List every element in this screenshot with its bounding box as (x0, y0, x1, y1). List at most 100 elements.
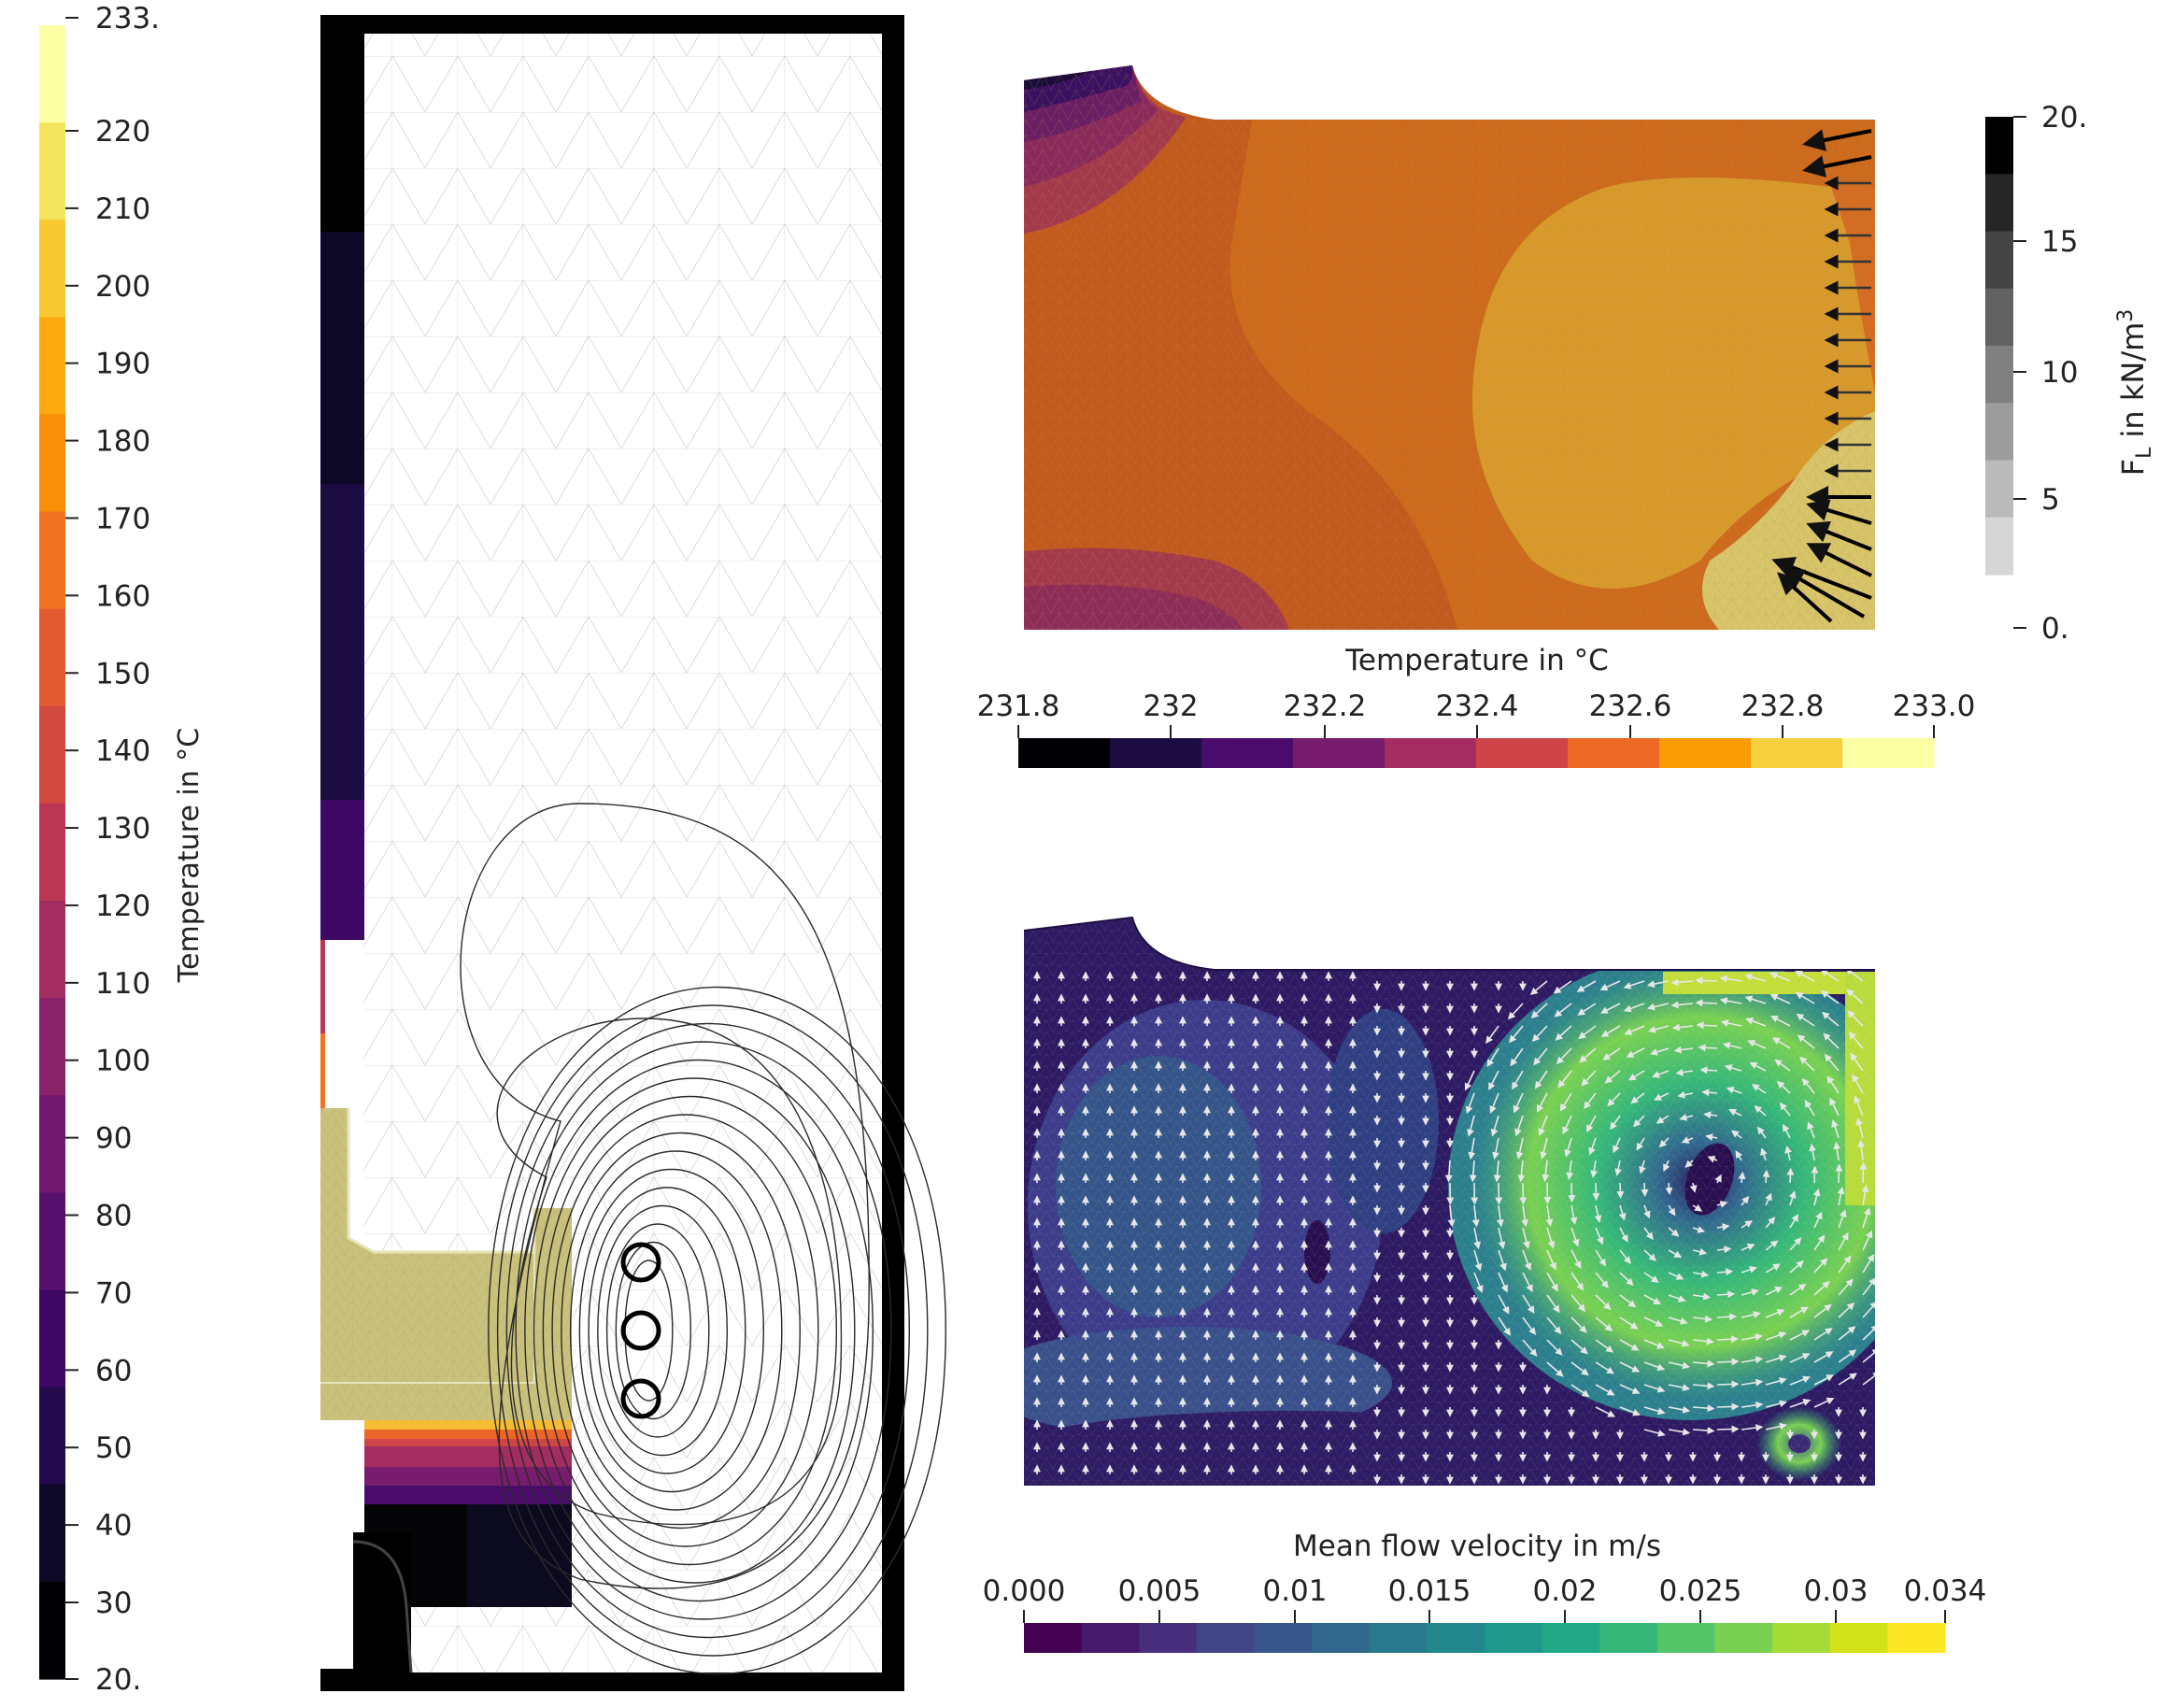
velocity-arrow (1735, 1150, 1743, 1161)
velocity-arrow (1741, 1356, 1764, 1364)
colorbar-tick-label: 0.015 (1388, 1574, 1471, 1608)
coil-winding (620, 1310, 661, 1351)
velocity-arrow (1720, 1019, 1742, 1027)
colorbar-tick-label: 220 (95, 115, 150, 149)
colorbar-tick-label: 232.6 (1589, 690, 1672, 723)
velocity-arrow (1797, 1034, 1815, 1049)
velocity-arrow (1744, 995, 1767, 1004)
coil-winding (620, 1378, 661, 1419)
colorbar-tick-label: 140 (95, 734, 150, 768)
velocity-mesh (1024, 918, 1875, 1486)
colorbar-block (1751, 738, 1843, 768)
colorbar-block (1018, 738, 1111, 768)
velocity-arrow (1522, 1249, 1532, 1272)
velocity-arrow (1546, 1317, 1562, 1334)
velocity-arrow (1765, 1287, 1783, 1296)
velocity-arrow (1824, 1053, 1840, 1072)
velocity-arrow (1570, 1317, 1587, 1333)
geometry-panel (320, 15, 947, 1691)
velocity-arrow (1838, 1209, 1847, 1229)
velocity-arrow (1862, 1277, 1875, 1296)
velocity-arrow (1673, 1046, 1694, 1054)
velocity-arrow (1807, 1121, 1815, 1139)
velocity-arrow (1623, 1003, 1645, 1013)
velocity-arrow (1741, 1266, 1757, 1274)
velocity-arrow (1756, 1126, 1767, 1139)
velocity-arrow (1578, 1025, 1597, 1040)
velocity-arrow (1646, 980, 1670, 989)
velocity-arrow (1619, 1384, 1641, 1394)
base-edge (352, 1540, 413, 1673)
velocity-arrow (1789, 1214, 1799, 1229)
velocity-arrow (1556, 1047, 1572, 1065)
velocity-arrow (1769, 972, 1791, 982)
field-line (578, 1168, 765, 1493)
force-colorbar-tick-label: 15 (2041, 225, 2078, 259)
colorbar-block (1568, 738, 1660, 768)
velocity-arrow (1741, 1333, 1763, 1341)
velocity-arrow (1724, 1064, 1742, 1072)
colorbar-tick-label: 233.0 (1893, 690, 1976, 723)
force-title-sub: L (2133, 447, 2156, 459)
colorbar-block (1385, 738, 1477, 768)
field-line (605, 1223, 710, 1438)
velocity-arrow (1670, 978, 1694, 987)
velocity-arrow (1719, 997, 1742, 1005)
field-line (496, 1018, 843, 1526)
field-line (460, 803, 870, 1589)
velocity-arrow (1489, 1092, 1499, 1114)
velocity-arrow (1510, 1047, 1524, 1067)
velocity-arrow (1559, 1092, 1572, 1112)
colorbar-block (1024, 1623, 1083, 1653)
velocity-arrow (1698, 1044, 1718, 1052)
velocity-arrow (1643, 1227, 1654, 1241)
melt-band (364, 1467, 572, 1486)
velocity-arrow (1689, 1182, 1698, 1193)
velocity-arrow (1821, 1011, 1840, 1027)
velocity-arrow (1765, 1217, 1776, 1229)
colorbar-block (1842, 738, 1935, 768)
velocity-arrow (1838, 1349, 1857, 1363)
velocity-arrow (1829, 1097, 1840, 1117)
colorbar-tick-label: 40 (95, 1509, 132, 1543)
velocity-arrow (1512, 1070, 1524, 1090)
velocity-arrow (1643, 1361, 1666, 1372)
velocity-arrow (1618, 1204, 1627, 1221)
wall-segment (320, 232, 364, 484)
coil-winding (620, 1242, 661, 1283)
velocity-arrow (1692, 1404, 1715, 1413)
colorbar-tick-label: 0.005 (1118, 1574, 1201, 1608)
velocity-arrow (1789, 1306, 1809, 1318)
velocity-arrow (1671, 1023, 1694, 1032)
velocity-arrow (1675, 1068, 1694, 1076)
field-line (615, 1242, 692, 1419)
velocity-arrow (1789, 1399, 1812, 1408)
velocity-arrow (1862, 1324, 1875, 1341)
velocity-arrow (1546, 1272, 1558, 1292)
velocity-arrow (1765, 1354, 1787, 1363)
velocity-arrow (1522, 1294, 1535, 1315)
velocity-arrow (1716, 1402, 1740, 1411)
velocity-arrow (1744, 973, 1767, 982)
velocity-arrow (1813, 1234, 1826, 1251)
colorbar-block (39, 1387, 65, 1486)
velocity-arrow (1728, 1109, 1742, 1117)
velocity-arrow (1703, 1111, 1718, 1119)
velocity-arrow (1699, 1066, 1718, 1075)
velocity-arrow (1738, 1171, 1746, 1184)
velocity-arrow (1745, 1018, 1767, 1027)
velocity-arrow (1670, 1001, 1694, 1009)
velocity-arrow (1623, 980, 1645, 989)
velocity-arrow (1776, 1080, 1791, 1094)
velocity-arrow (1668, 1294, 1686, 1302)
velocity-arrow (1546, 1249, 1556, 1271)
velocity-arrow (1855, 1117, 1864, 1139)
velocity-arrow (1557, 1070, 1572, 1089)
velocity-arrow (1643, 1317, 1664, 1327)
velocity-arrow (1595, 1249, 1606, 1267)
force-colorbar-block (1985, 117, 2013, 175)
velocity-arrow (1647, 1003, 1670, 1011)
velocity-arrow (1619, 1406, 1641, 1416)
force-arrow (1771, 557, 1872, 600)
colorbar-block (39, 511, 65, 610)
